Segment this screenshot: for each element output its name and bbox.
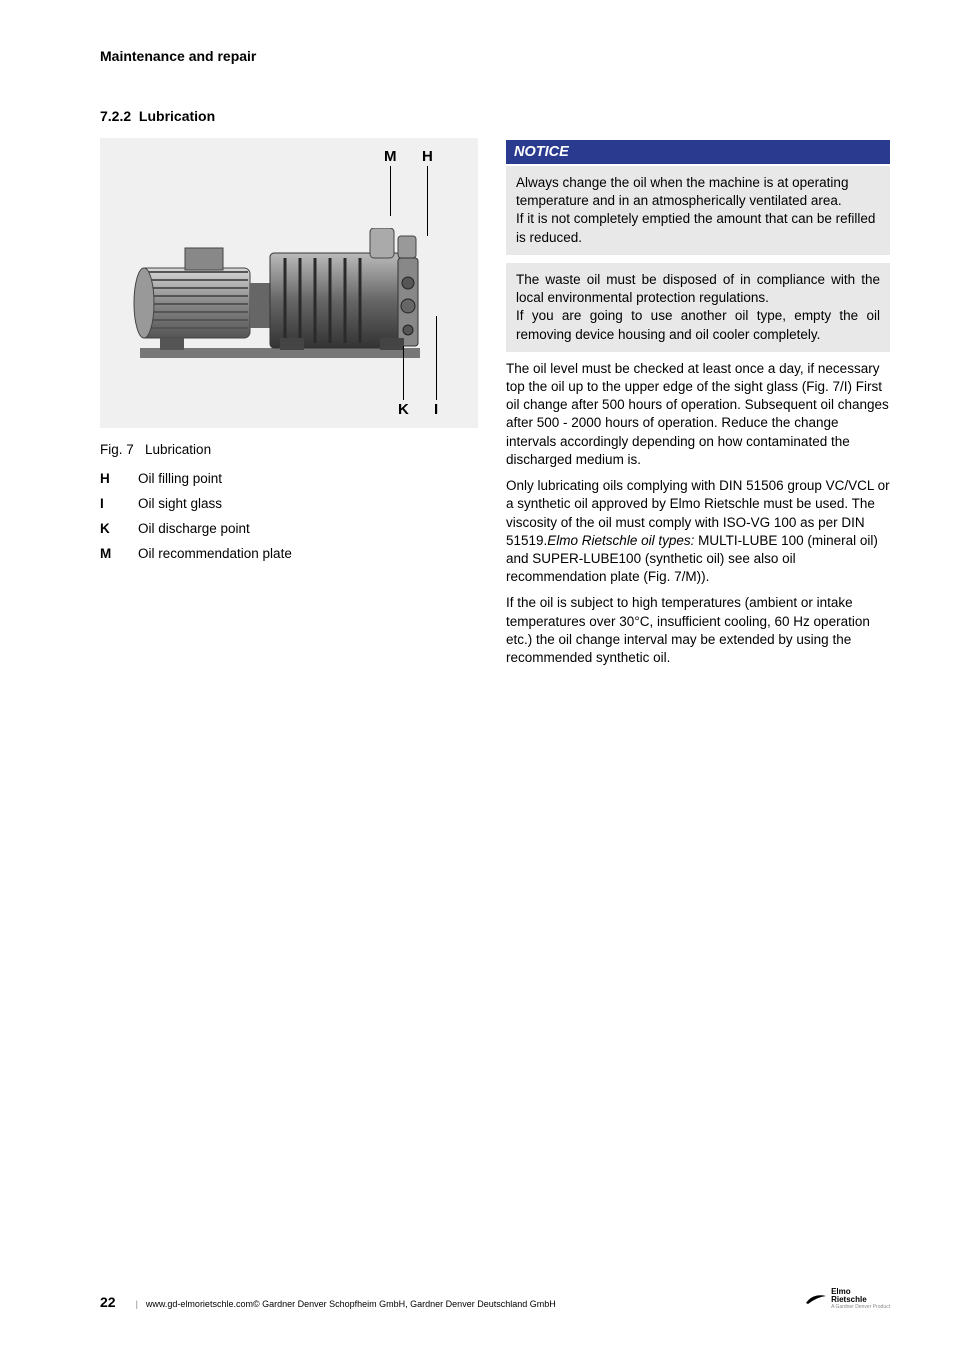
legend-text: Oil filling point	[138, 471, 222, 486]
legend-row: I Oil sight glass	[100, 496, 478, 511]
page-number: 22	[100, 1294, 116, 1310]
footer-url: www.gd-elmorietschle.com	[146, 1299, 253, 1309]
section-heading: 7.2.2 Lubrication	[100, 108, 890, 124]
legend-key: H	[100, 471, 138, 486]
body-paragraph-1: The oil level must be checked at least o…	[506, 360, 890, 469]
figure-label-k: K	[398, 401, 409, 418]
footer-divider: |	[136, 1299, 138, 1309]
right-column: NOTICE Always change the oil when the ma…	[506, 138, 890, 667]
body-paragraph-3: If the oil is subject to high temperatur…	[506, 594, 890, 667]
legend-row: K Oil discharge point	[100, 521, 478, 536]
legend-key: K	[100, 521, 138, 536]
logo-swoosh-icon	[805, 1293, 827, 1305]
notice-box-2: The waste oil must be disposed of in com…	[506, 263, 890, 352]
legend-key: M	[100, 546, 138, 561]
figure-caption-prefix: Fig. 7	[100, 442, 134, 457]
figure-label-m: M	[384, 148, 397, 165]
logo-line2: Rietschle	[831, 1296, 890, 1304]
page-header: Maintenance and repair	[100, 48, 890, 64]
footer-left: 22 | www.gd-elmorietschle.com © Gardner …	[100, 1294, 556, 1310]
pump-illustration	[130, 228, 430, 368]
leader-line	[436, 316, 437, 400]
legend-row: H Oil filling point	[100, 471, 478, 486]
leader-line	[390, 166, 391, 216]
legend-row: M Oil recommendation plate	[100, 546, 478, 561]
notice-box-1: Always change the oil when the machine i…	[506, 166, 890, 255]
page-footer: 22 | www.gd-elmorietschle.com © Gardner …	[100, 1288, 890, 1310]
legend-text: Oil sight glass	[138, 496, 222, 511]
figure-caption-text: Lubrication	[145, 442, 211, 457]
legend-key: I	[100, 496, 138, 511]
notice-header: NOTICE	[506, 140, 890, 164]
footer-copyright: © Gardner Denver Schopfheim GmbH, Gardne…	[253, 1299, 556, 1309]
figure-lubrication: M H	[100, 138, 478, 428]
figure-caption: Fig. 7 Lubrication	[100, 442, 478, 457]
legend-text: Oil discharge point	[138, 521, 250, 536]
leader-line	[403, 346, 404, 400]
brand-logo: Elmo Rietschle A Gardner Denver Product	[805, 1288, 890, 1310]
section-title: Lubrication	[139, 108, 215, 124]
figure-label-h: H	[422, 148, 433, 165]
figure-label-i: I	[434, 401, 438, 418]
body-p2b-italic: Elmo Rietschle oil types:	[547, 533, 694, 548]
logo-subtitle: A Gardner Denver Product	[831, 1304, 890, 1310]
leader-line	[427, 166, 428, 236]
legend-text: Oil recommendation plate	[138, 546, 292, 561]
section-number: 7.2.2	[100, 108, 131, 124]
body-paragraph-2: Only lubricating oils complying with DIN…	[506, 477, 890, 586]
left-column: M H	[100, 138, 478, 667]
